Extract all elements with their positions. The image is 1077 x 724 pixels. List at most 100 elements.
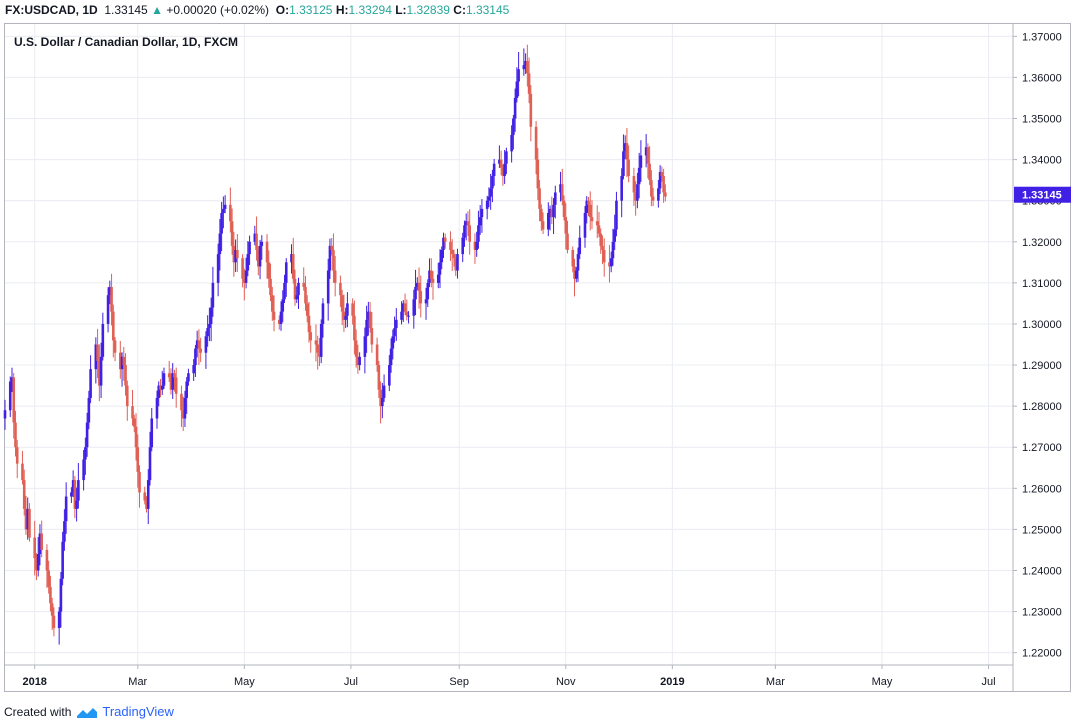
candle [414,269,417,316]
chart-frame[interactable] [4,23,1071,692]
candle-body [229,204,232,222]
candle [595,205,599,239]
y-tick-label: 1.24000 [1022,565,1062,577]
candle [590,200,594,229]
candle [192,359,195,381]
candle-body [536,159,540,189]
candle-body [658,171,662,189]
candle [96,328,99,379]
candle [524,53,527,74]
tradingview-brand[interactable]: TradingView [102,704,174,719]
candle [270,286,274,321]
candle [77,463,80,509]
candle-body [265,241,269,263]
candle [230,208,234,255]
candle [424,287,428,320]
x-tick-label: Mar [766,676,785,688]
candle [354,329,358,368]
y-tick-label: 1.31000 [1022,278,1062,290]
y-tick-label: 1.37000 [1022,31,1062,43]
y-tick-label: 1.27000 [1022,442,1062,454]
candle-body [272,311,276,320]
candle [368,301,372,333]
candle-body [548,208,552,214]
candle [412,289,416,329]
candle [456,248,459,279]
y-tick-label: 1.35000 [1022,114,1062,126]
candle [426,279,430,308]
candle [389,338,393,373]
candle-body [450,249,454,255]
candle-body [627,159,630,177]
candle-body [122,356,126,366]
candle-body [169,377,173,390]
y-tick-label: 1.25000 [1022,524,1062,536]
candle [279,301,283,331]
candle-body [209,307,213,324]
candle-body [204,336,208,353]
candle [562,195,566,221]
candle [162,367,166,389]
candle [112,304,115,358]
candle-body [644,147,648,156]
candle-body [185,381,188,398]
candle-body [180,393,183,411]
candle [475,231,478,257]
close-value: 1.33145 [465,3,510,17]
candle-body [246,254,250,271]
candle-body [99,356,103,386]
candle-body [583,213,587,238]
candle-body [419,291,423,304]
candle [658,165,662,195]
candle-body [319,323,323,357]
candle-body [131,406,134,419]
candle-body [77,480,80,501]
candle-body [75,500,78,509]
candle-body [146,480,150,509]
candle-body [632,176,636,193]
candle [309,325,313,353]
candle [438,249,442,289]
candle [664,184,667,202]
candle [232,231,236,277]
candle-body [57,611,61,629]
candle [330,237,333,256]
candle-body [36,554,40,571]
candle-body [293,278,297,300]
candle [340,290,344,326]
time-axis: 2018 Mar May Jul Sep Nov 2019 Mar May Jul [22,665,996,688]
candle-body [52,615,56,629]
grid-lines [5,24,1013,665]
candle [246,241,250,277]
candle-body [478,217,482,226]
candle-body [620,176,623,201]
candle [157,381,161,407]
candle-body [73,480,77,509]
candle [657,179,660,208]
candle [197,329,201,365]
candle [571,246,575,273]
candle-body [613,229,616,242]
candle-body [480,208,484,218]
candle [21,450,24,485]
open-label: O: [275,3,290,17]
candle [318,337,321,367]
candle [134,413,138,461]
candle [662,168,665,203]
candle [346,292,349,328]
candle [106,287,110,333]
candle-body [318,352,321,357]
candle-body [33,537,36,559]
candle [436,262,440,289]
candle-body [405,311,409,316]
x-tick-label: 2019 [660,676,684,688]
candle [150,408,154,452]
candle [636,172,639,209]
candle [316,335,320,370]
candle [358,352,361,371]
candle [597,211,601,238]
candle [216,243,220,297]
candle [587,196,590,217]
candle-body [192,365,195,374]
